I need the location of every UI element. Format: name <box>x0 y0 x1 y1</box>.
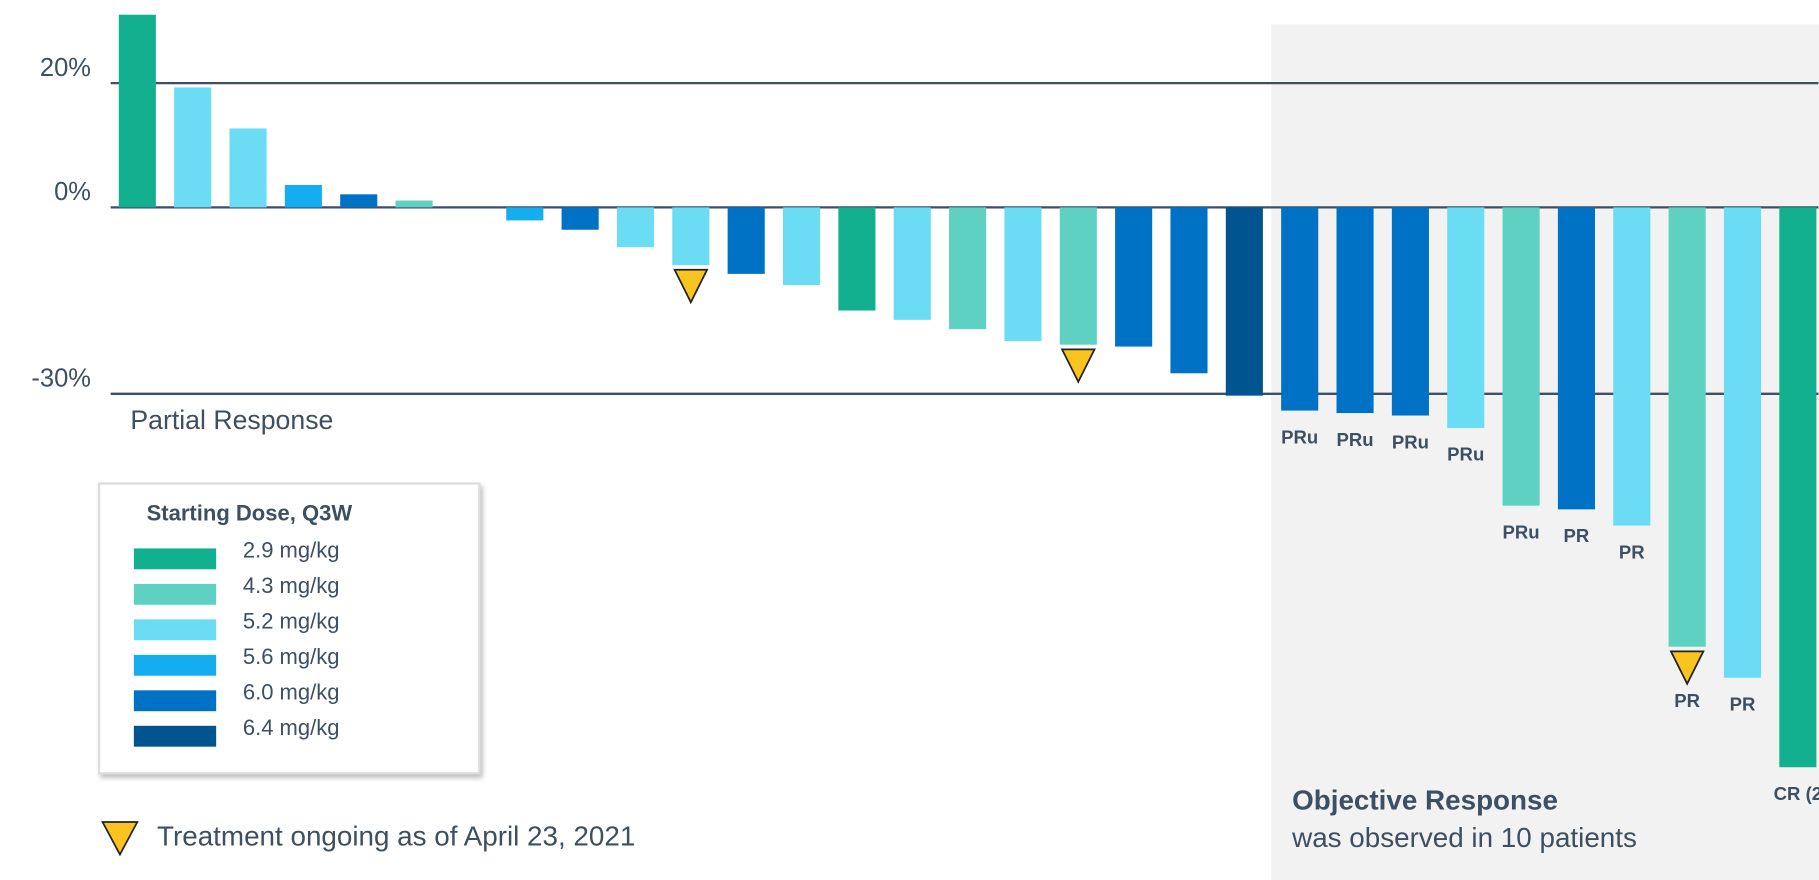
bar <box>949 207 987 330</box>
legend-swatch <box>133 725 217 747</box>
legend-swatch <box>133 583 217 605</box>
ongoing-legend-text: Treatment ongoing as of April 23, 2021 <box>157 821 635 852</box>
bar <box>1281 207 1319 411</box>
bar <box>174 87 212 208</box>
response-label: PR <box>1674 690 1700 711</box>
bar <box>1447 207 1485 428</box>
ongoing-legend-marker <box>101 821 139 857</box>
bar <box>118 14 156 208</box>
bar <box>672 207 710 266</box>
bar <box>1557 207 1595 510</box>
response-label: PRu <box>1392 431 1429 452</box>
bar <box>506 207 544 221</box>
bar <box>395 200 433 208</box>
bar <box>1668 207 1706 647</box>
response-label: PR <box>1730 693 1756 714</box>
bar <box>1059 207 1097 345</box>
y-tick-label: 20% <box>40 54 91 82</box>
bar <box>1336 207 1374 414</box>
legend-title: Starting Dose, Q3W <box>147 501 353 526</box>
response-label: PRu <box>1336 429 1373 450</box>
legend-label: 5.2 mg/kg <box>243 609 340 634</box>
or-text: was observed in 10 patients <box>1291 822 1637 853</box>
bar <box>284 185 322 208</box>
legend-label: 5.6 mg/kg <box>243 644 340 669</box>
bar <box>727 207 765 274</box>
response-label: PRu <box>1281 426 1318 447</box>
response-label: PRu <box>1447 444 1484 465</box>
bar <box>1115 207 1153 347</box>
bar <box>1004 207 1042 341</box>
legend-label: 6.0 mg/kg <box>243 680 340 705</box>
y-tick-label: 0% <box>54 178 91 206</box>
response-label: CR (2 <box>1774 783 1819 804</box>
legend-label: 6.4 mg/kg <box>243 715 340 740</box>
bar <box>1723 207 1762 678</box>
bar <box>782 207 821 286</box>
bar <box>340 194 378 208</box>
legend-label: 2.9 mg/kg <box>243 538 340 563</box>
legend-swatch <box>133 548 217 570</box>
bar <box>1391 207 1429 416</box>
ongoing-marker <box>1060 348 1096 384</box>
ongoing-marker <box>673 268 709 305</box>
bar <box>1170 207 1208 374</box>
bar <box>1502 207 1540 506</box>
response-label: PR <box>1619 541 1645 562</box>
response-label: PRu <box>1503 521 1540 542</box>
response-label: PR <box>1564 525 1590 546</box>
bar <box>1613 207 1651 526</box>
bar <box>893 207 931 320</box>
legend-swatch <box>133 654 217 676</box>
y-tick-label: -30% <box>31 365 91 393</box>
or-title: Objective Response <box>1292 785 1558 816</box>
bar <box>616 207 655 248</box>
bar <box>561 207 599 230</box>
bar <box>1225 207 1263 396</box>
ongoing-marker <box>1669 650 1705 686</box>
legend-swatch <box>133 690 217 712</box>
legend-label: 4.3 mg/kg <box>243 573 340 598</box>
bar <box>1779 207 1817 768</box>
legend-swatch <box>133 619 217 641</box>
partial-label: Partial Response <box>130 405 333 435</box>
bar <box>838 207 876 311</box>
bar <box>229 128 267 208</box>
